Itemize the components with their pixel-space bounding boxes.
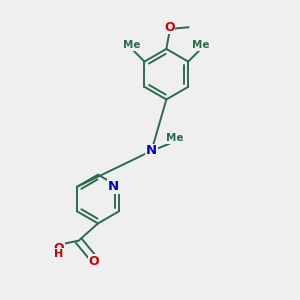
Text: N: N [108,180,119,193]
Text: Me: Me [192,40,209,50]
Text: Me: Me [123,40,141,50]
Text: N: N [146,144,157,158]
Text: O: O [54,242,64,255]
Text: Me: Me [166,134,184,143]
Text: O: O [89,255,99,268]
Text: O: O [164,21,175,34]
Text: H: H [54,249,64,259]
